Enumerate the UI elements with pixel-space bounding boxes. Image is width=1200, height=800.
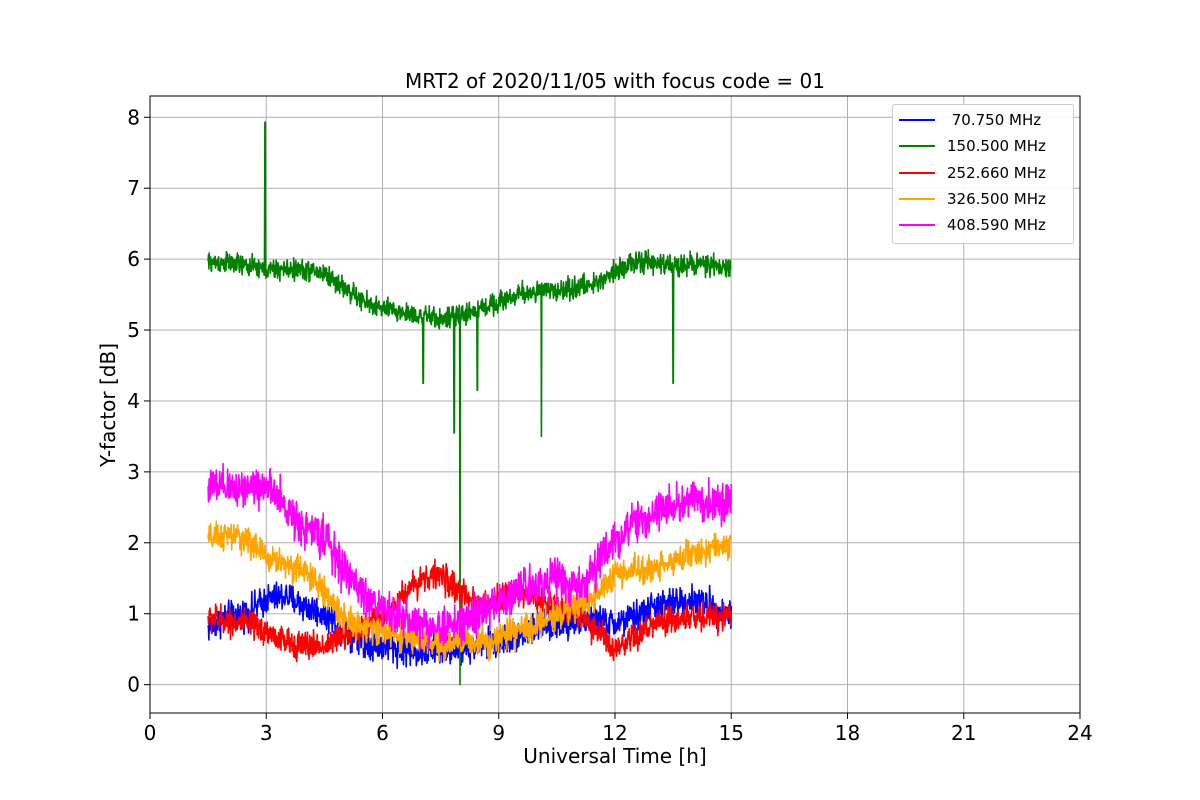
y-tick-label: 8 (127, 105, 140, 129)
legend-item: 408.590 MHz (893, 214, 1073, 236)
x-axis-label: Universal Time [h] (523, 744, 706, 768)
legend-item: 150.500 MHz (893, 135, 1073, 157)
legend-swatch (899, 145, 935, 147)
y-tick-label: 5 (127, 318, 140, 342)
x-tick-label: 9 (492, 721, 505, 745)
legend-item: 326.500 MHz (893, 188, 1073, 210)
series-line (207, 121, 732, 686)
chart-title: MRT2 of 2020/11/05 with focus code = 01 (405, 69, 825, 93)
y-axis-label: Y-factor [dB] (96, 343, 120, 468)
legend-label: 252.660 MHz (947, 164, 1046, 182)
y-tick-label: 6 (127, 247, 140, 271)
x-tick-label: 3 (260, 721, 273, 745)
legend-label: 70.750 MHz (947, 111, 1042, 129)
y-tick-label: 7 (127, 176, 140, 200)
legend-item: 70.750 MHz (893, 109, 1073, 131)
legend-swatch (899, 198, 935, 200)
x-tick-label: 6 (376, 721, 389, 745)
legend-label: 408.590 MHz (947, 216, 1046, 234)
legend-item: 252.660 MHz (893, 162, 1073, 184)
series-line (207, 462, 733, 650)
legend-swatch (899, 172, 935, 174)
x-tick-label: 24 (1067, 721, 1092, 745)
plot-area (207, 121, 733, 686)
legend-label: 326.500 MHz (947, 190, 1046, 208)
y-tick-label: 0 (127, 673, 140, 697)
y-tick-label: 2 (127, 531, 140, 555)
legend-swatch (899, 119, 935, 121)
x-tick-label: 0 (144, 721, 157, 745)
x-tick-label: 21 (951, 721, 976, 745)
series-line (207, 558, 733, 663)
x-tick-label: 12 (602, 721, 627, 745)
legend: 70.750 MHz 150.500 MHz 252.660 MHz 326.5… (892, 104, 1074, 244)
legend-label: 150.500 MHz (947, 137, 1046, 155)
x-tick-label: 15 (719, 721, 744, 745)
y-tick-label: 3 (127, 460, 140, 484)
x-tick-label: 18 (835, 721, 860, 745)
series-line (207, 520, 732, 663)
y-tick-label: 4 (127, 389, 140, 413)
y-tick-label: 1 (127, 602, 140, 626)
legend-swatch (899, 224, 935, 226)
